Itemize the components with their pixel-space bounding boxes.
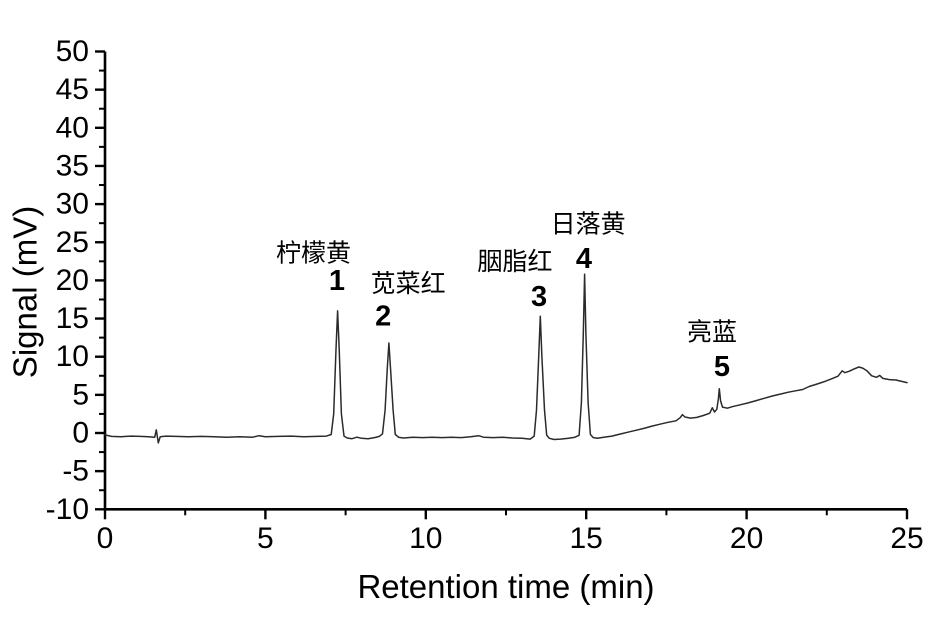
y-tick-label: 40 [56, 111, 89, 144]
y-tick-label: 35 [56, 149, 89, 182]
x-tick-label: 15 [570, 522, 603, 555]
y-axis-title: Signal (mV) [7, 206, 44, 378]
y-tick-label: 0 [72, 417, 89, 450]
y-tick-label: -5 [62, 455, 89, 488]
y-tick-label: 45 [56, 73, 89, 106]
x-tick-label: 0 [97, 522, 114, 555]
peak-label-number-4: 4 [576, 243, 592, 275]
y-tick-label: 30 [56, 188, 89, 221]
peak-label-name-1: 柠檬黄 [276, 240, 351, 268]
y-tick-label: 15 [56, 302, 89, 335]
peak-label-name-3: 胭脂红 [477, 248, 552, 276]
y-tick-label: 25 [56, 226, 89, 259]
y-tick-label: 5 [72, 378, 89, 411]
peak-label-number-5: 5 [714, 351, 730, 383]
x-tick-label: 10 [409, 522, 442, 555]
signal-trace [104, 273, 908, 444]
peak-label-name-4: 日落黄 [551, 211, 626, 239]
peak-label-name-2: 苋菜红 [371, 270, 446, 298]
x-axis-title: Retention time (min) [357, 568, 654, 605]
y-tick-label: 10 [56, 340, 89, 373]
y-tick-label: -10 [46, 493, 89, 526]
peak-label-number-1: 1 [329, 265, 345, 297]
y-tick-label: 50 [56, 35, 89, 68]
y-tick-label: 20 [56, 264, 89, 297]
peak-label-number-2: 2 [375, 300, 391, 332]
x-tick-label: 25 [890, 522, 923, 555]
x-tick-label: 5 [257, 522, 274, 555]
x-tick-label: 20 [730, 522, 763, 555]
peak-label-name-5: 亮蓝 [687, 318, 737, 346]
peak-label-number-3: 3 [531, 281, 547, 313]
